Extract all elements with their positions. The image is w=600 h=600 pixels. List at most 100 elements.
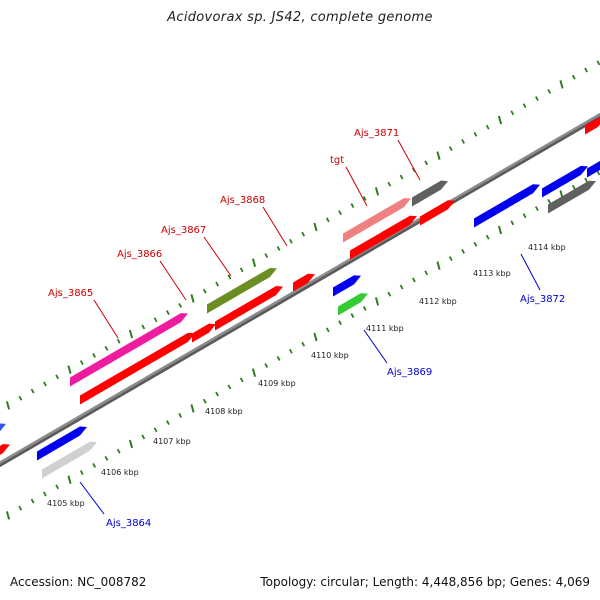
inner-tick	[362, 306, 367, 311]
outer-tick	[461, 138, 465, 144]
outer-tick	[350, 203, 355, 209]
inner-tick	[535, 206, 539, 212]
feature-body	[412, 180, 448, 207]
outer-tick	[166, 310, 170, 316]
gene-label[interactable]: Ajs_3865	[48, 288, 93, 299]
forward-feature	[215, 283, 283, 331]
inner-tick	[387, 291, 392, 297]
outer-tick	[55, 374, 60, 380]
outer-tick	[239, 267, 244, 273]
outer-tick	[153, 317, 158, 323]
inner-tick	[424, 270, 429, 276]
inner-tick	[5, 511, 11, 520]
outer-tick	[559, 80, 564, 89]
outer-tick	[547, 89, 552, 94]
feature-body	[42, 441, 97, 479]
reverse-feature	[542, 162, 588, 198]
inner-tick	[461, 248, 465, 254]
outer-tick	[43, 381, 47, 387]
feature-top-face	[192, 320, 214, 334]
inner-tick	[497, 225, 503, 235]
gene-label[interactable]: Ajs_3868	[220, 195, 265, 206]
feature-body	[215, 286, 283, 331]
reverse-feature	[333, 272, 361, 297]
inner-tick	[43, 491, 47, 497]
reverse-feature	[474, 181, 540, 228]
tick-label: 4108 kbp	[205, 407, 243, 416]
tick-label: 4113 kbp	[473, 269, 511, 278]
ajs-3869-feature	[338, 290, 368, 316]
inner-tick	[522, 213, 527, 219]
feature-body	[192, 323, 216, 343]
inner-tick	[485, 234, 490, 240]
tick-label: 4111 kbp	[366, 324, 404, 333]
inner-tick	[547, 199, 552, 204]
inner-tick	[128, 439, 134, 449]
outer-tick	[276, 245, 281, 251]
feature-top-face	[420, 197, 453, 217]
feature-body	[70, 313, 188, 387]
leader-line	[79, 481, 105, 515]
inner-tick	[448, 256, 453, 261]
feature-top-face	[587, 160, 600, 169]
leader-line	[363, 329, 388, 364]
gene-label[interactable]: Ajs_3871	[354, 128, 399, 139]
reverse-feature	[37, 423, 87, 461]
feature-body	[587, 160, 600, 178]
gene-label[interactable]: tgt	[330, 155, 344, 166]
outer-tick	[141, 324, 146, 330]
leader-line	[159, 260, 187, 301]
inner-tick	[325, 327, 330, 333]
gene-label[interactable]: Ajs_3867	[161, 225, 206, 236]
inner-tick-ring	[5, 170, 600, 520]
feature-top-face	[207, 264, 275, 305]
gene-label[interactable]: Ajs_3872	[520, 294, 565, 305]
feature-body	[0, 423, 6, 432]
inner-tick	[436, 261, 441, 270]
gene-labels: Ajs_3865 Ajs_3866 Ajs_3867 Ajs_3868 tgt Ajs_3…	[48, 128, 565, 529]
genome-summary: Topology: circular; Length: 4,448,856 bp…	[260, 575, 590, 589]
inner-tick	[510, 220, 515, 226]
feature-body	[333, 275, 361, 297]
feature-top-face	[412, 177, 446, 198]
feature-body	[420, 200, 455, 226]
outer-tick	[387, 181, 392, 187]
outer-tick	[92, 352, 96, 358]
gene-label[interactable]: Ajs_3869	[387, 367, 432, 378]
feature-body	[548, 180, 596, 214]
feature-body	[474, 184, 540, 228]
genome-backbone	[0, 112, 600, 468]
outer-tick	[473, 131, 478, 137]
outer-tick	[215, 281, 219, 287]
inner-tick	[166, 420, 170, 426]
inner-tick	[571, 184, 576, 190]
inner-tick	[18, 505, 23, 511]
outer-tick	[436, 151, 441, 160]
leader-line	[93, 299, 119, 339]
outer-tick	[399, 174, 404, 180]
outer-tick	[264, 253, 269, 258]
outer-tick	[584, 67, 588, 73]
inner-tick	[584, 177, 588, 183]
gene-label[interactable]: Ajs_3864	[106, 518, 151, 529]
outer-tick	[116, 338, 121, 344]
feature-top-face	[474, 181, 538, 219]
inner-tick	[202, 398, 207, 404]
gene-features	[0, 116, 600, 479]
outer-tick	[338, 210, 342, 216]
outer-tick	[251, 258, 257, 267]
outer-tick	[5, 401, 11, 410]
feature-body	[293, 273, 315, 292]
outer-tick	[485, 124, 490, 130]
accession-text: Accession: NC_008782	[10, 575, 147, 589]
forward-feature	[350, 212, 417, 260]
ajs-3871-feature	[412, 177, 448, 207]
inner-tick	[153, 427, 158, 433]
outer-tick	[522, 103, 527, 109]
reverse-feature	[587, 160, 600, 178]
gene-label[interactable]: Ajs_3866	[117, 249, 162, 260]
inner-tick	[338, 320, 342, 326]
tick-label: 4114 kbp	[528, 243, 566, 252]
ajs-3872-feature	[548, 177, 596, 214]
inner-tick	[30, 498, 35, 504]
